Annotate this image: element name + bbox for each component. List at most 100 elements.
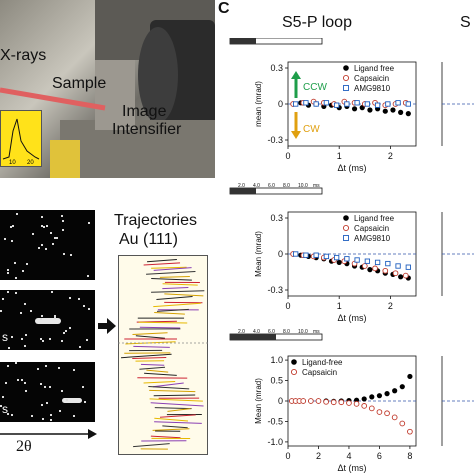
legend-label: Capsaicin	[354, 224, 389, 233]
legend-marker	[343, 215, 349, 221]
timebar-label-0: 2.0	[238, 38, 245, 39]
data-point	[333, 102, 340, 108]
diffraction-spot	[2, 396, 4, 398]
trajectory-segment	[139, 326, 181, 329]
trajectory-segment	[159, 414, 196, 418]
trajectories-title: Trajectories	[114, 212, 197, 229]
diffraction-spot	[42, 340, 44, 342]
timebar-fill	[230, 38, 256, 44]
diffraction-frame-2: s	[0, 290, 95, 350]
data-point	[392, 388, 398, 394]
data-point	[399, 420, 406, 427]
trajectory-segment	[147, 259, 177, 263]
legend-label: Ligand free	[354, 64, 395, 73]
y-axis-label: Mean (mrad)	[254, 378, 263, 424]
diffraction-spot	[42, 418, 44, 420]
trajectory-segment	[135, 335, 165, 339]
trajectory-segment	[150, 435, 181, 439]
diffraction-spot	[49, 338, 51, 340]
trajectory-segment	[151, 290, 205, 293]
timebar-label-5: ms	[313, 38, 320, 39]
timebar-label-2: 6.0	[268, 329, 275, 335]
diffraction-spot	[45, 248, 47, 250]
diffraction-spot	[66, 399, 68, 401]
data-point	[407, 428, 413, 435]
x-axis-label: Δt (ms)	[337, 163, 366, 173]
diffraction-spot	[50, 232, 52, 234]
diffraction-spot	[79, 346, 81, 348]
data-point	[344, 101, 350, 107]
diffraction-spot	[54, 317, 56, 319]
diffraction-spot	[21, 338, 23, 340]
diffraction-spot	[21, 379, 23, 381]
diffraction-spot	[46, 225, 48, 227]
diffraction-frame-3: s	[0, 362, 95, 422]
timebar-label-4: 10.0	[298, 329, 308, 335]
x-tick-label: 1	[337, 151, 342, 161]
diffraction-spot	[7, 272, 9, 274]
x-tick-label: 8	[407, 451, 412, 461]
y-tick-label: -0.3	[267, 135, 283, 145]
diffraction-spot	[50, 414, 52, 416]
diffraction-spot	[37, 368, 39, 370]
xrays-label: X-rays	[0, 47, 47, 64]
legend-label: Capsaicin	[354, 74, 389, 83]
data-point	[395, 263, 401, 269]
diffraction-spot	[15, 292, 17, 294]
trajectory-segment	[146, 369, 169, 373]
trajectory-segment	[139, 366, 166, 370]
diffraction-frame-1	[0, 210, 95, 280]
y-tick-label: 1.0	[270, 355, 283, 365]
inset-tick-20: 20	[27, 160, 34, 166]
trajectory-segment	[164, 293, 204, 297]
data-point	[313, 252, 319, 258]
trajectory-segment	[148, 386, 190, 390]
legend-marker	[343, 235, 349, 241]
y-tick-label: 0	[278, 396, 283, 406]
data-point	[323, 100, 330, 106]
diffraction-spot	[49, 386, 51, 388]
diffraction-spot	[7, 365, 9, 367]
diffraction-spot	[61, 215, 63, 217]
legend-marker	[342, 224, 350, 232]
diffraction-spot	[41, 315, 43, 317]
data-point	[376, 393, 383, 399]
timebar-label-5: ms	[313, 329, 320, 335]
data-point	[391, 414, 398, 421]
data-point	[402, 272, 409, 279]
trajectory-segment	[133, 345, 170, 348]
x-tick-label: 6	[377, 451, 382, 461]
data-point	[361, 396, 367, 402]
x-tick-label: 4	[346, 451, 351, 461]
diffraction-spot	[58, 367, 60, 369]
legend-label: Ligand free	[354, 214, 395, 223]
data-point	[303, 252, 309, 258]
diffraction-spot	[82, 386, 84, 388]
diffraction-spot	[63, 253, 65, 255]
trajectory-segment	[152, 382, 184, 388]
diffraction-spot	[16, 213, 18, 215]
data-point	[361, 263, 368, 269]
trajectory-segment	[150, 402, 204, 407]
diffraction-spot	[24, 345, 26, 347]
data-point	[367, 107, 373, 113]
trajectory-segment	[154, 421, 202, 424]
diffraction-spot	[61, 340, 63, 342]
diffraction-spot	[8, 347, 10, 349]
trajectory-segment	[162, 283, 198, 286]
diffraction-spot	[63, 332, 65, 334]
data-point	[330, 399, 337, 406]
trajectory-segment	[167, 408, 191, 412]
apparatus-drawing	[0, 0, 215, 178]
trajectory-plot	[118, 255, 208, 455]
diffraction-spot	[26, 263, 28, 265]
data-point	[405, 264, 411, 270]
trajectory-segment	[133, 443, 170, 448]
data-point	[405, 101, 411, 107]
spectrum-inset: 10 20	[0, 110, 42, 167]
trajectory-segment	[151, 277, 192, 281]
legend-marker	[343, 65, 349, 71]
legend-label: AMG9810	[354, 84, 391, 93]
x-tick-label: 0	[285, 451, 290, 461]
diffraction-spot	[73, 369, 75, 371]
